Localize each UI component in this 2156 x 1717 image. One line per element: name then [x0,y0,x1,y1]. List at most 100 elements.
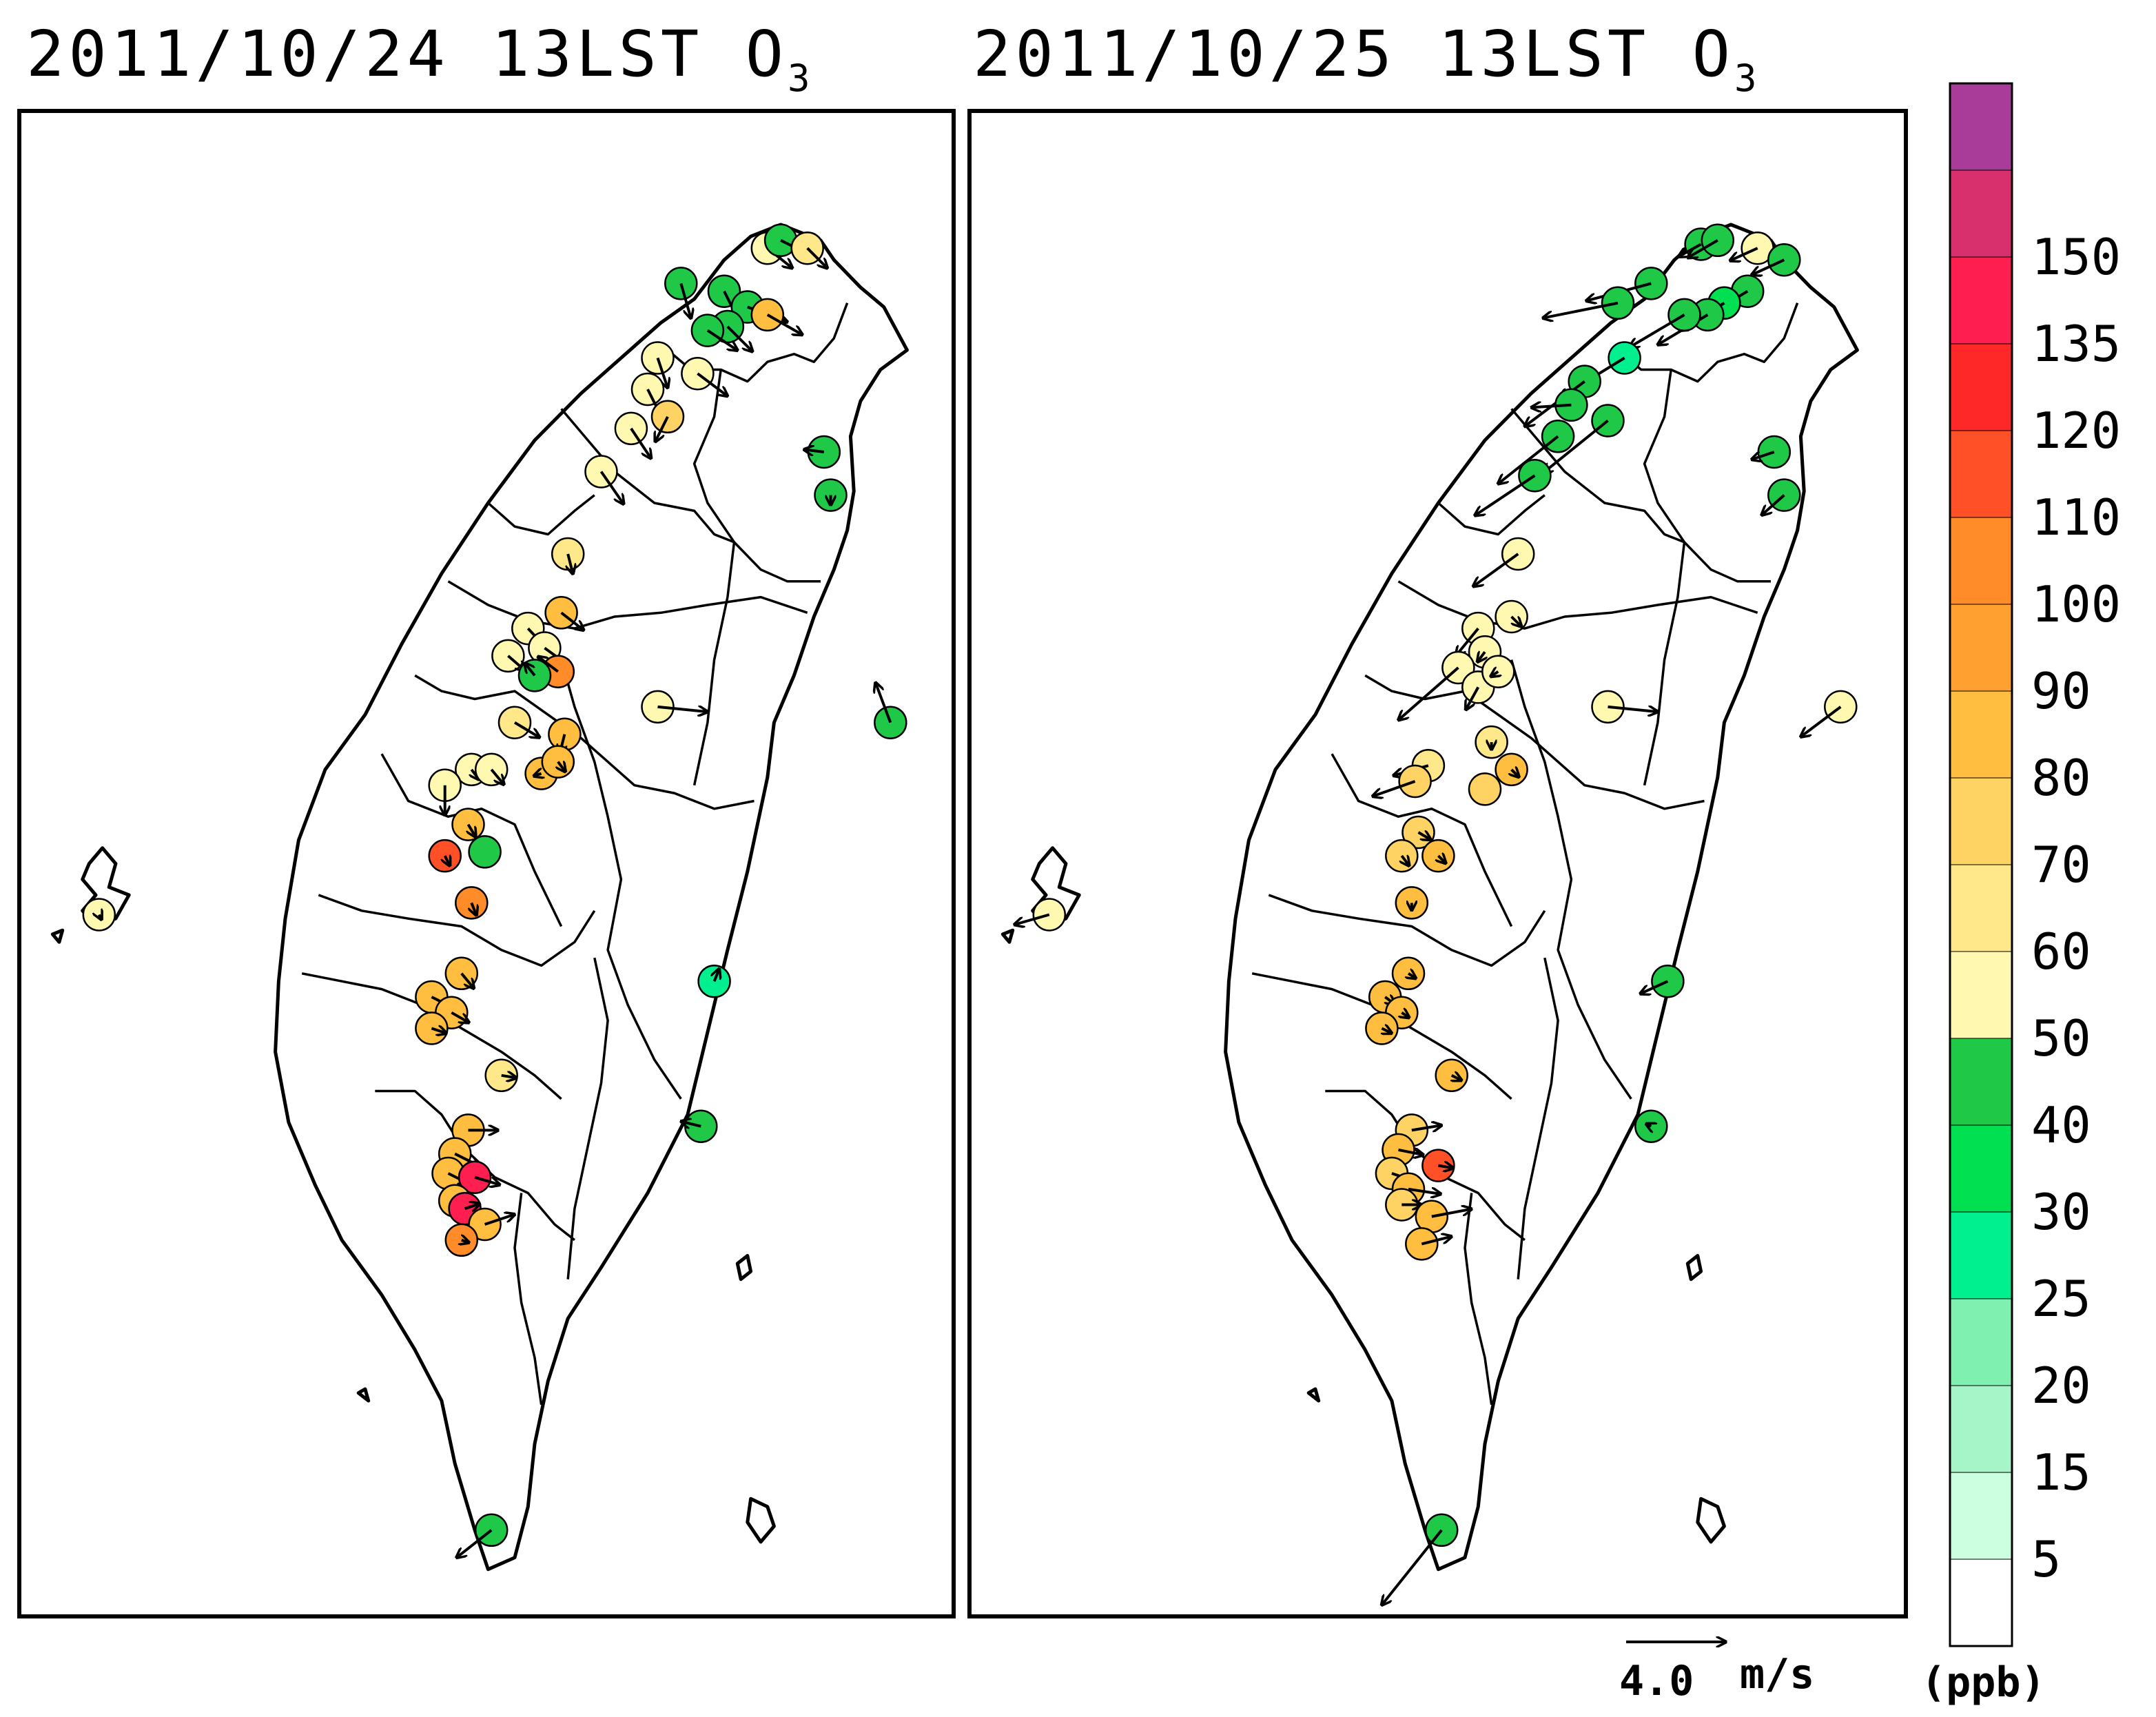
offshore-islet [746,1497,776,1544]
station-marker [444,1223,479,1257]
county-border [1364,674,1705,810]
colorbar-cell [1949,951,2013,1039]
station-layer-panel-2 [1014,223,1858,1605]
station-wind-vector [1398,1150,1424,1155]
station-wind-vector [657,707,708,712]
station-marker [1405,1227,1452,1261]
station-wind-vector [1475,474,1536,515]
station-wind-vector [1752,451,1775,460]
station-marker [1415,1200,1472,1233]
colorbar-tick-label: 135 [2031,315,2121,373]
station-marker [468,835,502,869]
station-marker [1014,898,1067,932]
station-wind-vector [1402,1013,1409,1018]
station-wind-vector [1762,494,1785,515]
station-wind-vector [656,357,668,389]
station-marker [541,745,575,779]
wind-reference-unit: m/s [1740,1650,1814,1698]
station-marker [1543,404,1625,473]
station-wind-vector [1800,706,1842,737]
station-marker [1498,420,1575,484]
station-wind-vector [501,1076,517,1078]
station-marker [874,683,907,739]
taiwan-coastline [1224,223,1859,1572]
station-wind-vector [1498,435,1559,484]
county-border [1268,894,1546,967]
station-wind-vector [490,768,504,785]
colorbar-tick-label: 70 [2031,836,2091,894]
station-marker [474,752,509,785]
station-wind-vector [726,325,752,351]
colorbar-tick-label: 30 [2031,1183,2091,1241]
colorbar-tick-label: 150 [2031,228,2121,286]
station-wind-vector [1510,615,1522,627]
station-wind-vector [457,1529,493,1558]
colorbar-cell [1949,864,2013,952]
station-marker [1687,223,1735,258]
county-border [559,659,682,1100]
station-wind-vector [525,663,536,677]
station-marker [1800,690,1858,737]
station-marker [814,478,848,512]
station-marker [1382,1513,1459,1605]
station-ozone-circle [684,1109,718,1143]
county-border [1643,542,1686,786]
station-wind-vector [560,611,584,630]
colorbar-cell [1949,517,2013,605]
station-marker [517,659,552,692]
station-marker [664,267,698,318]
station-marker [1468,772,1502,806]
station-wind-vector [804,449,825,452]
station-marker [1435,1058,1468,1093]
station-wind-vector [464,1204,480,1209]
station-marker [1421,839,1455,873]
station-marker [1531,388,1588,422]
station-wind-vector [1641,980,1669,994]
colorbar-tick-label: 50 [2031,1009,2091,1067]
station-wind-vector [471,902,476,915]
station-ozone-circle [1468,772,1502,806]
station-marker [697,964,731,998]
colorbar-cell [1949,1124,2013,1213]
station-wind-vector [1382,1029,1392,1034]
station-marker [457,1513,509,1558]
station-wind-vector [630,427,651,459]
station-marker [1752,243,1801,276]
colorbar-cell [1949,343,2013,431]
colorbar-cell [1949,690,2013,779]
station-marker [428,768,462,816]
station-wind-vector [445,856,450,866]
colorbar-tick-label: 110 [2031,489,2121,546]
offshore-islet [1306,1387,1321,1403]
station-wind-vector [1752,258,1785,275]
station-marker [614,411,651,459]
panel-2-title: 2011/10/25 13LST O3 [973,17,1761,100]
station-marker [1641,964,1685,998]
station-marker [551,537,585,574]
colorbar-tick-label: 120 [2031,402,2121,460]
offshore-islet [356,1387,371,1403]
station-marker [1752,435,1791,469]
colorbar-cell [1949,169,2013,258]
station-marker [650,400,685,442]
colorbar-cell [1949,1298,2013,1386]
station-wind-vector [1687,239,1718,258]
station-wind-vector [484,1215,515,1226]
station-wind-vector [1473,553,1519,586]
station-wind-vector [806,247,828,268]
station-marker [1373,764,1432,797]
colorbar-tick-label: 80 [2031,749,2091,807]
station-wind-vector [655,415,669,442]
colorbar-tick-label: 20 [2031,1357,2091,1415]
station-marker [1762,478,1801,515]
station-wind-vector [474,1175,500,1185]
station-marker [458,1160,500,1194]
station-wind-vector [1466,686,1480,710]
station-wind-vector [1411,1125,1442,1130]
station-marker [1398,650,1475,720]
panel-2-title-subscript: 3 [1734,56,1761,100]
station-marker [584,455,624,504]
station-wind-vector [1382,1529,1443,1605]
station-marker [468,1207,515,1242]
